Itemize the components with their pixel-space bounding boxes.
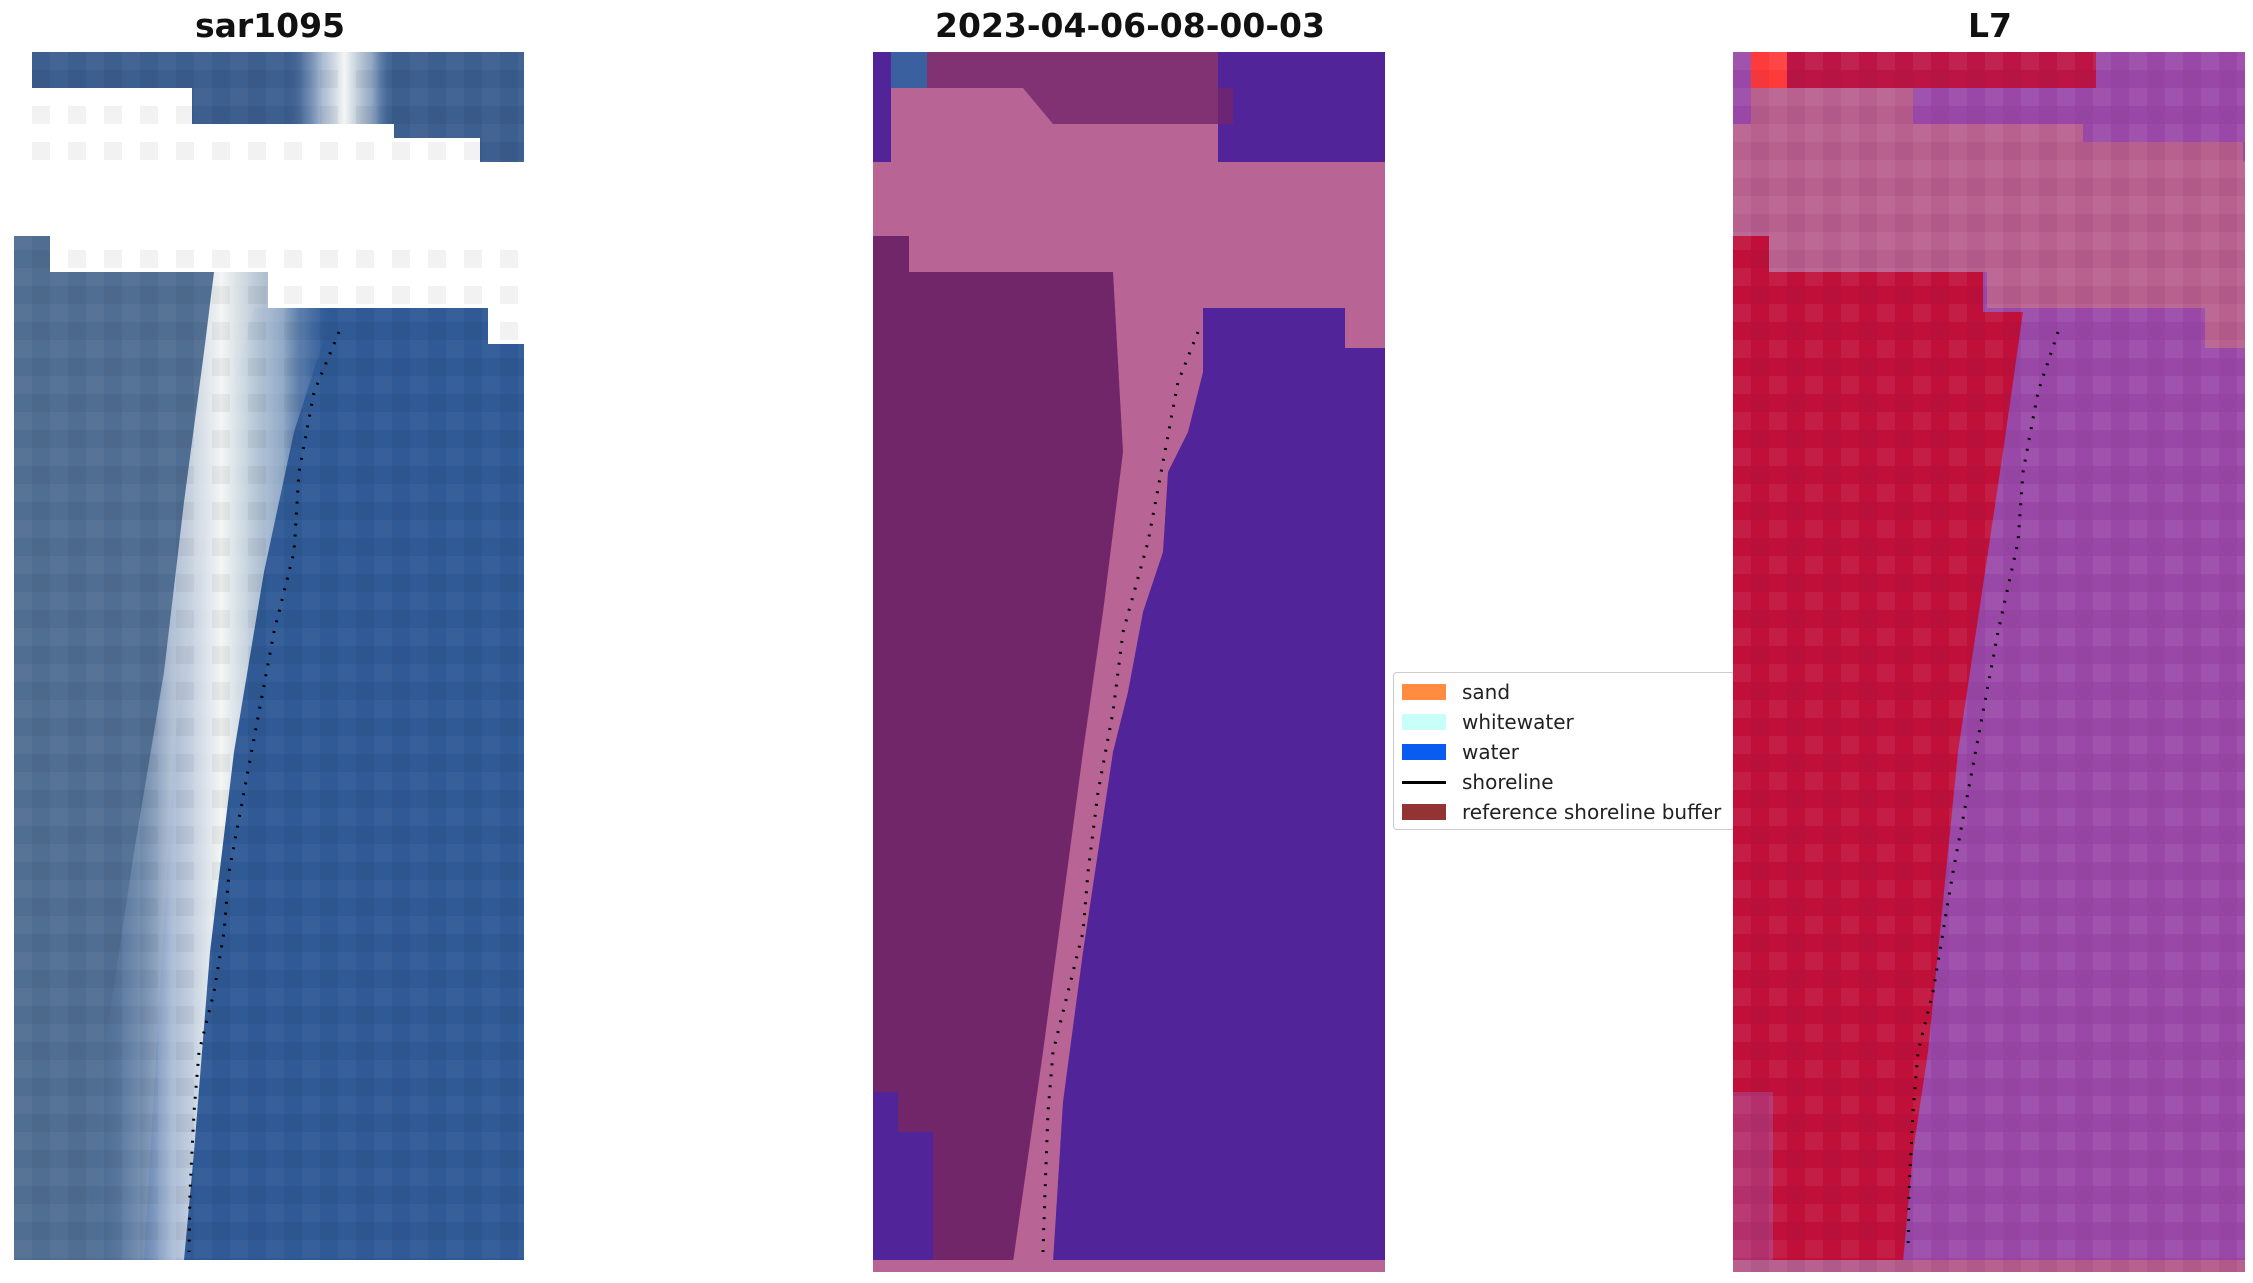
class-land-area <box>873 236 1123 1262</box>
legend-label-sand: sand <box>1462 680 1511 704</box>
panel-title-index: L7 <box>1968 6 2012 45</box>
legend-item-water: water <box>1402 739 1519 765</box>
sand-swatch <box>1402 684 1446 700</box>
legend-label-shoreline: shoreline <box>1462 770 1554 794</box>
legend: sand whitewater water shoreline referenc… <box>1393 672 1735 830</box>
classification-panel <box>873 52 1385 1272</box>
legend-label-reference-buffer: reference shoreline buffer <box>1462 800 1722 824</box>
legend-label-whitewater: whitewater <box>1462 710 1574 734</box>
panel-title-classification: 2023-04-06-08-00-03 <box>935 6 1325 45</box>
reference-buffer-swatch <box>1402 804 1446 820</box>
panel-title-rgb: sar1095 <box>194 6 346 45</box>
water-swatch <box>1402 744 1446 760</box>
legend-item-sand: sand <box>1402 679 1510 705</box>
legend-label-water: water <box>1462 740 1519 764</box>
rgb-image-panel <box>14 52 524 1260</box>
index-panel <box>1733 52 2245 1272</box>
shoreline-swatch <box>1402 780 1446 784</box>
legend-item-shoreline: shoreline <box>1402 769 1554 795</box>
legend-item-whitewater: whitewater <box>1402 709 1574 735</box>
legend-item-reference-buffer: reference shoreline buffer <box>1402 799 1721 825</box>
whitewater-swatch <box>1402 714 1446 730</box>
